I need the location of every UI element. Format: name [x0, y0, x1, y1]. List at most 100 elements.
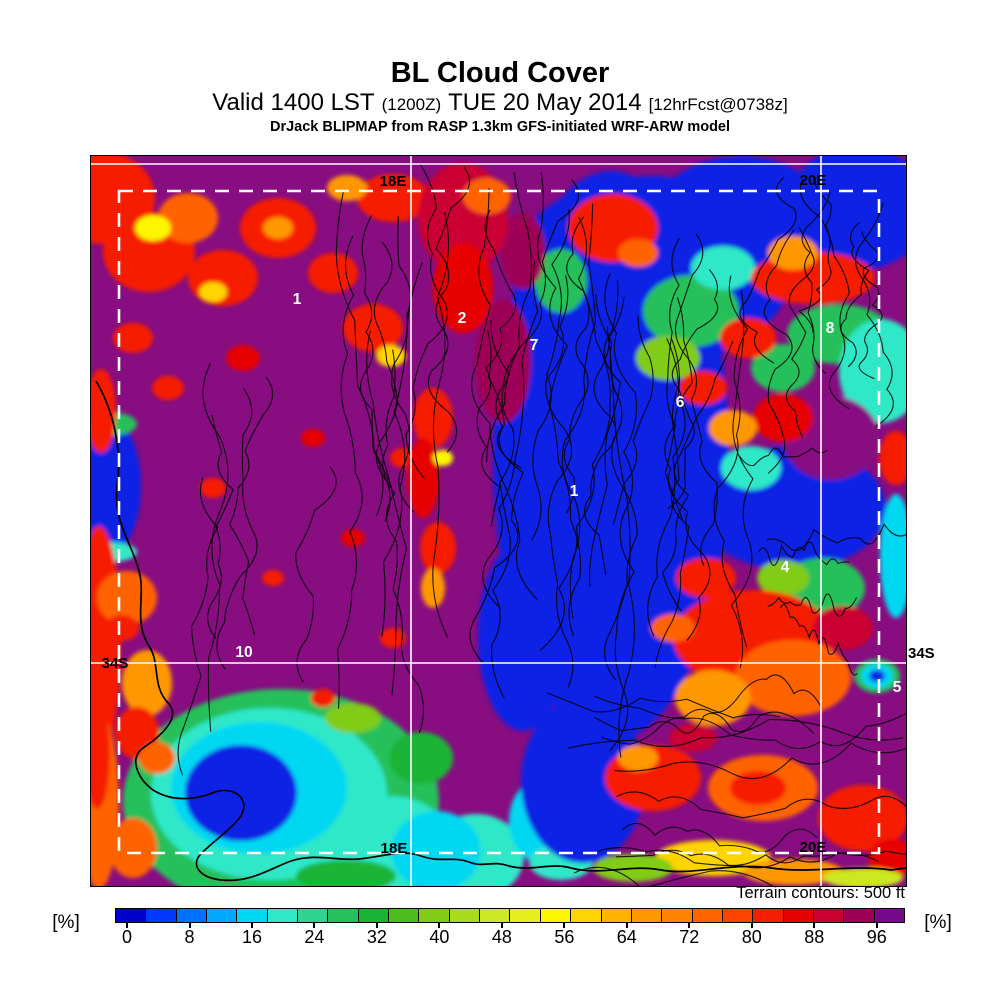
colorbar-ticks: 0 8 16 24 32 40 48 56 64 72 80 88 96	[115, 923, 905, 949]
map-labels: 18E 20E 18E 20E 34S 1 2 7 8 6 1 4 10 5	[102, 172, 902, 857]
terrain-contour-line	[360, 215, 393, 488]
terrain-contour-line	[801, 192, 831, 374]
terrain-contour-line	[427, 166, 471, 453]
colorbar-segment	[874, 909, 904, 922]
site-label-5: 5	[893, 679, 902, 696]
cloud-region-blob	[185, 745, 297, 841]
cloud-region-blob	[135, 215, 171, 241]
colorbar-tick-label: 56	[554, 927, 575, 947]
colorbar-tick-mark	[625, 923, 628, 928]
terrain-contour-line	[601, 674, 822, 745]
colorbar-segment	[116, 909, 147, 922]
terrain-contour-line	[739, 447, 828, 467]
site-label-1: 1	[570, 483, 579, 500]
colorbar-tick-mark	[563, 923, 566, 928]
terrain-contour-line	[855, 202, 894, 428]
coastline-path	[95, 380, 906, 882]
terrain-contour-line	[469, 329, 524, 664]
terrain-contours	[177, 163, 906, 886]
terrain-contour-line	[207, 414, 234, 639]
terrain-contour-line	[799, 178, 850, 410]
cloud-region-blob	[478, 541, 568, 731]
terrain-contour-line	[594, 695, 906, 750]
colorbar-tick-mark	[500, 923, 503, 928]
colorbar-tick-label: 24	[304, 927, 325, 947]
cloud-region-blob	[869, 670, 885, 682]
terrain-contour-line	[471, 187, 538, 600]
cloud-region-blob	[97, 571, 157, 625]
cloud-region-blob	[839, 319, 906, 423]
terrain-contour-line	[476, 209, 517, 527]
model-line: DrJack BLIPMAP from RASP 1.3km GFS-initi…	[269, 119, 731, 136]
cloud-region-blob	[757, 560, 809, 596]
cloud-region-blob	[721, 446, 781, 490]
colorbar-segment	[146, 909, 177, 922]
terrain-contour-line	[758, 541, 850, 566]
cloud-region-blob	[420, 522, 456, 574]
colorbar	[115, 908, 905, 923]
cloud-region-blob	[651, 614, 695, 642]
terrain-contour-line	[622, 822, 818, 853]
colorbar-tick-label: 32	[366, 927, 387, 947]
cloud-region-blob	[880, 494, 906, 618]
terrain-contour-line	[295, 466, 337, 683]
terrain-contour-line	[432, 212, 450, 638]
terrain-contour-line	[739, 177, 797, 364]
terrain-contour-line	[766, 523, 906, 552]
latitude-label-34s-right: 34S	[908, 645, 935, 662]
terrain-contour-line	[797, 182, 832, 333]
colorbar-segment	[328, 909, 359, 922]
terrain-contour-line	[612, 315, 654, 525]
valid-zulu-time: (1200Z)	[381, 95, 442, 115]
colorbar-unit-right: [%]	[924, 912, 952, 933]
site-label-8: 8	[826, 320, 835, 337]
cloud-region-blob	[879, 431, 906, 485]
cloud-region-blob	[521, 699, 645, 863]
cloud-region-blob	[823, 868, 903, 886]
terrain-contour-line	[616, 791, 906, 819]
colorbar-tick-label: 72	[679, 927, 700, 947]
terrain-contour-line	[713, 275, 749, 648]
colorbar-tick-label: 64	[616, 927, 637, 947]
colorbar-tick-mark	[188, 923, 191, 928]
cloud-region-blob	[380, 628, 406, 648]
colorbar-segment	[510, 909, 541, 922]
grid-label-18e: 18E	[381, 840, 408, 857]
colorbar-segment	[449, 909, 481, 922]
terrain-contour-line	[785, 227, 815, 439]
valid-date: TUE 20 May 2014	[448, 89, 642, 117]
cloud-region-blob	[751, 344, 815, 392]
colorbar-segment	[844, 909, 875, 922]
terrain-contour-line	[780, 603, 858, 676]
colorbar-tick-label: 48	[491, 927, 512, 947]
colorbar-segment	[419, 909, 450, 922]
colorbar-tick-mark	[313, 923, 316, 928]
cloud-region-blob	[301, 429, 325, 447]
cloud-region-blob	[743, 859, 843, 885]
coastline	[95, 380, 906, 882]
terrain-contour-line	[654, 338, 690, 668]
cloud-region-blob	[113, 323, 153, 353]
colorbar-segment	[237, 909, 268, 922]
cloud-region-blob	[535, 249, 587, 313]
cloud-region-blob	[311, 689, 335, 707]
colorbar-tick-label: 80	[741, 927, 762, 947]
colorbar-segment	[571, 909, 602, 922]
colorbar-tick-mark	[438, 923, 441, 928]
colorbar-segment	[540, 909, 572, 922]
cloud-region-blob	[813, 606, 873, 650]
terrain-contour-line	[606, 325, 635, 758]
cloud-region-blob	[730, 771, 786, 805]
cloud-region-blob	[679, 371, 727, 405]
cloud-region-blob	[643, 275, 739, 347]
site-label-10: 10	[235, 644, 252, 661]
site-label-1: 1	[293, 291, 302, 308]
cloud-region-blob	[327, 175, 367, 201]
cloud-region-blob	[676, 558, 736, 598]
terrain-contour-line	[547, 692, 780, 719]
cloud-region-blob	[200, 478, 226, 498]
colorbar-tick-mark	[251, 923, 253, 928]
cloud-region-blob	[753, 394, 813, 442]
colorbar-tick-mark	[375, 923, 378, 928]
colorbar-segment	[753, 909, 784, 922]
